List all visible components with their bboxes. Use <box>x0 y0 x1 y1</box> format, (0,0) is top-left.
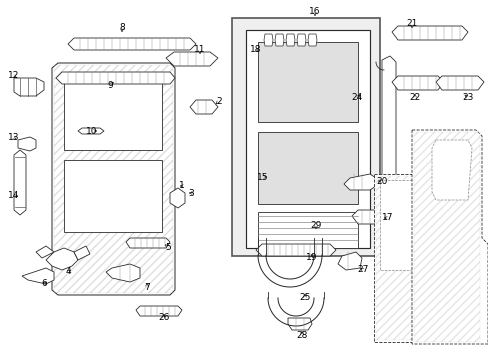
Text: 13: 13 <box>8 134 20 143</box>
Text: 24: 24 <box>351 94 362 103</box>
Text: 20: 20 <box>376 176 387 185</box>
Bar <box>375 176 461 340</box>
Text: 10: 10 <box>86 126 98 135</box>
Text: 1: 1 <box>179 181 184 190</box>
Polygon shape <box>245 30 369 248</box>
Text: 14: 14 <box>8 192 20 201</box>
Polygon shape <box>14 78 44 96</box>
Polygon shape <box>431 140 471 200</box>
Text: 2: 2 <box>216 96 222 105</box>
Text: 12: 12 <box>8 72 20 81</box>
Polygon shape <box>391 26 467 40</box>
Text: 9: 9 <box>107 81 113 90</box>
Polygon shape <box>287 318 311 330</box>
Text: 7: 7 <box>144 283 149 292</box>
Polygon shape <box>36 246 54 258</box>
Bar <box>64 74 162 150</box>
Text: 3: 3 <box>188 189 193 198</box>
Text: 29: 29 <box>310 220 321 230</box>
Text: 5: 5 <box>165 243 170 252</box>
Polygon shape <box>285 34 294 46</box>
Polygon shape <box>52 63 175 295</box>
Text: 18: 18 <box>250 45 261 54</box>
Polygon shape <box>256 244 335 256</box>
Polygon shape <box>46 248 78 270</box>
Polygon shape <box>74 246 90 260</box>
Polygon shape <box>274 34 284 46</box>
Text: 8: 8 <box>119 23 124 32</box>
Polygon shape <box>307 34 316 46</box>
Polygon shape <box>391 76 443 90</box>
Polygon shape <box>126 238 170 248</box>
Bar <box>379 180 457 270</box>
Polygon shape <box>14 150 26 215</box>
Polygon shape <box>411 130 487 344</box>
Text: 16: 16 <box>308 8 320 17</box>
Bar <box>258 42 357 122</box>
Polygon shape <box>337 252 361 270</box>
Text: 28: 28 <box>296 330 307 339</box>
Text: 21: 21 <box>406 19 417 28</box>
Polygon shape <box>18 137 36 151</box>
Polygon shape <box>296 34 305 46</box>
Bar <box>258 132 357 204</box>
Polygon shape <box>435 76 483 90</box>
Polygon shape <box>264 34 272 46</box>
Bar <box>413 132 479 342</box>
Polygon shape <box>106 264 140 282</box>
Polygon shape <box>68 38 196 50</box>
Polygon shape <box>22 268 54 284</box>
Text: 11: 11 <box>194 45 205 54</box>
Polygon shape <box>170 188 184 208</box>
Text: 25: 25 <box>299 293 310 302</box>
Bar <box>373 174 463 342</box>
Text: 4: 4 <box>65 267 71 276</box>
Text: 26: 26 <box>158 314 169 323</box>
Text: 17: 17 <box>382 213 393 222</box>
Polygon shape <box>351 210 379 224</box>
Bar <box>258 212 357 248</box>
Text: 22: 22 <box>408 94 420 103</box>
Bar <box>231 18 379 256</box>
Polygon shape <box>190 100 218 114</box>
Polygon shape <box>56 72 175 84</box>
Text: 15: 15 <box>257 172 268 181</box>
Text: 6: 6 <box>41 279 47 288</box>
Polygon shape <box>343 174 375 190</box>
Polygon shape <box>78 128 104 134</box>
Text: 23: 23 <box>461 94 473 103</box>
Polygon shape <box>381 56 395 254</box>
Bar <box>64 160 162 232</box>
Bar <box>54 65 173 293</box>
Text: 27: 27 <box>357 266 368 274</box>
Text: 19: 19 <box>305 253 317 262</box>
Polygon shape <box>136 306 182 316</box>
Polygon shape <box>165 52 218 66</box>
